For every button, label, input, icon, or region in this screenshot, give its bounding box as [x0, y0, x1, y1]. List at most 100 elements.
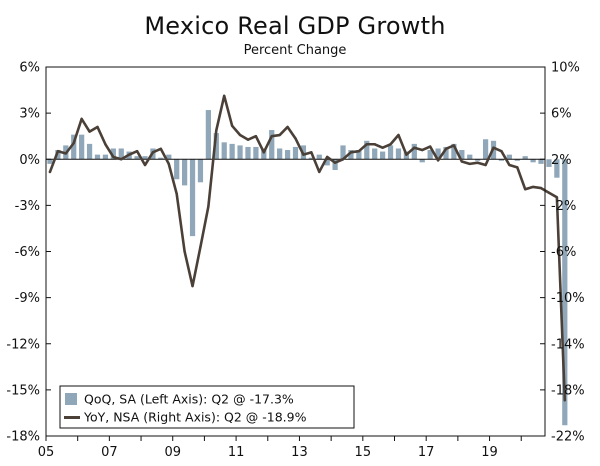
qoq-bar	[451, 143, 457, 160]
yoy-point	[286, 125, 289, 129]
yoy-point	[310, 151, 313, 154]
yoy-point	[405, 153, 408, 156]
x-axis-label: 05	[38, 445, 55, 460]
yoy-point	[349, 151, 353, 154]
yoy-point	[381, 146, 384, 149]
yoy-point	[452, 144, 456, 147]
x-axis-label: 11	[228, 445, 245, 460]
yoy-point	[48, 170, 52, 174]
yoy-point	[238, 133, 242, 137]
qoq-bar	[47, 159, 53, 164]
qoq-bar	[395, 148, 402, 160]
qoq-bar	[482, 139, 489, 160]
qoq-bar	[372, 148, 378, 160]
yoy-point	[191, 284, 194, 288]
yoy-point	[135, 149, 139, 153]
yoy-point	[143, 163, 147, 167]
left-axis-label: 6%	[19, 61, 40, 76]
yoy-point	[436, 159, 440, 162]
qoq-bar	[514, 159, 520, 161]
axes-layer: 6% 3% 0% -3% -6% -9% -12% -15% -18% 10% 6% 2% -2% -6%…	[6, 61, 584, 461]
qoq-bar	[182, 159, 188, 186]
yoy-point	[476, 161, 479, 164]
qoq-bar	[253, 146, 259, 160]
x-axis-label: 07	[101, 445, 118, 460]
qoq-bar	[387, 145, 394, 160]
yoy-point	[199, 245, 202, 249]
yoy-point	[468, 162, 471, 166]
qoq-bar	[364, 140, 370, 160]
yoy-point	[72, 141, 75, 145]
yoy-point	[524, 188, 527, 191]
yoy-point	[484, 163, 487, 167]
qoq-bar	[348, 150, 354, 160]
yoy-point	[270, 134, 273, 138]
qoq-bar	[189, 159, 196, 237]
qoq-bar	[380, 151, 386, 160]
yoy-point	[127, 153, 131, 156]
qoq-bar	[546, 159, 552, 167]
yoy-point	[389, 143, 392, 146]
yoy-point	[167, 162, 170, 166]
yoy-point	[223, 94, 226, 98]
yoy-point	[397, 133, 400, 137]
qoq-bar	[292, 146, 299, 160]
qoq-bar	[459, 150, 465, 160]
left-axis-label: 0%	[19, 153, 40, 168]
left-axis-label: -9%	[15, 291, 40, 306]
yoy-point	[460, 160, 464, 163]
legend: QoQ, SA (Left Axis): Q2 @ -17.3% YoY, NS…	[59, 385, 355, 429]
qoq-bar	[269, 130, 275, 160]
yoy-point	[262, 151, 266, 154]
yoy-point	[555, 196, 559, 199]
yoy-point	[96, 125, 99, 129]
yoy-point	[500, 149, 503, 153]
left-axis-label: -3%	[15, 199, 40, 214]
yoy-point	[64, 152, 68, 155]
yoy-point	[112, 155, 115, 159]
qoq-bar	[205, 110, 211, 160]
qoq-bar	[538, 159, 544, 164]
qoq-bar	[142, 156, 148, 160]
legend-qoq-swatch	[65, 393, 77, 405]
plot-frame-layer	[45, 66, 546, 437]
yoy-point	[294, 137, 297, 140]
qoq-bar	[443, 146, 449, 160]
yoy-point	[80, 117, 83, 121]
yoy-point	[357, 149, 361, 153]
qoq-bar	[197, 159, 204, 183]
right-axis-label: -22%	[551, 430, 585, 445]
qoq-bar	[554, 159, 560, 178]
yoy-point	[492, 146, 495, 149]
yoy-point	[421, 148, 424, 152]
qoq-bar	[118, 148, 124, 160]
left-axis-label: -12%	[6, 337, 40, 352]
qoq-bar	[427, 150, 433, 160]
yoy-point	[207, 205, 210, 208]
yoy-point	[254, 134, 258, 138]
right-axis-label: 10%	[551, 61, 580, 76]
qoq-bar	[245, 146, 251, 160]
yoy-point	[88, 130, 91, 133]
yoy-point	[444, 147, 448, 151]
yoy-point	[333, 161, 337, 164]
yoy-point	[318, 170, 321, 174]
qoq-bar	[174, 159, 180, 180]
yoy-point	[215, 129, 218, 132]
qoq-bar	[522, 156, 528, 160]
qoq-bar	[102, 154, 109, 160]
yoy-point	[278, 133, 281, 137]
qoq-bar	[86, 143, 93, 160]
qoq-bar	[213, 133, 219, 160]
yoy-point	[539, 186, 543, 190]
chart-subtitle: Percent Change	[243, 43, 347, 58]
yoy-point	[563, 399, 566, 402]
qoq-bar	[277, 148, 283, 160]
yoy-point	[341, 158, 345, 161]
yoy-point	[151, 151, 155, 154]
x-axis-label: 09	[164, 445, 181, 460]
chart-title: Mexico Real GDP Growth	[144, 12, 446, 40]
yoy-line-layer	[48, 94, 567, 402]
left-axis-label: -18%	[6, 430, 40, 445]
